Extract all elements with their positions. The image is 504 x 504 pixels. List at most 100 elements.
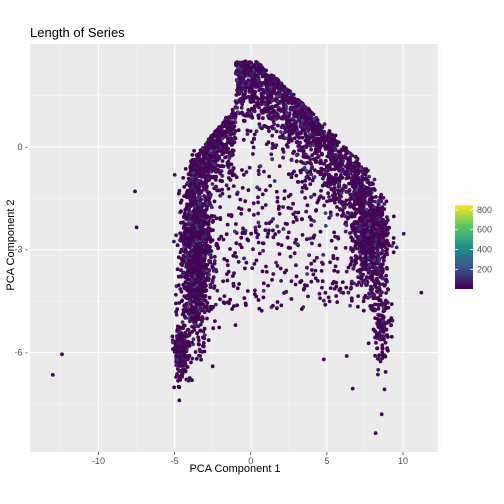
data-point xyxy=(348,202,353,207)
data-point xyxy=(287,137,291,142)
data-point xyxy=(284,143,289,147)
data-point xyxy=(232,124,237,128)
data-point xyxy=(213,140,218,144)
data-point xyxy=(286,130,291,134)
data-point xyxy=(246,113,250,118)
data-point xyxy=(239,235,244,240)
data-point xyxy=(247,208,252,212)
data-point xyxy=(320,129,324,134)
data-point xyxy=(380,238,385,243)
data-point xyxy=(240,186,245,190)
data-point xyxy=(389,302,394,307)
data-point xyxy=(380,343,385,348)
data-point xyxy=(363,222,368,227)
data-point xyxy=(233,136,238,141)
data-point xyxy=(200,183,205,188)
data-point xyxy=(191,337,196,342)
data-point xyxy=(296,99,301,104)
data-point xyxy=(303,138,308,143)
data-point xyxy=(286,140,291,145)
data-point xyxy=(216,127,221,132)
data-point xyxy=(178,335,183,340)
data-point xyxy=(241,80,246,85)
data-point xyxy=(268,74,273,79)
data-point xyxy=(234,78,239,82)
data-point xyxy=(228,131,233,136)
data-point xyxy=(307,112,311,117)
data-point xyxy=(333,264,338,269)
data-point xyxy=(211,326,216,331)
data-point xyxy=(183,314,187,319)
data-point xyxy=(210,182,215,186)
data-point xyxy=(330,144,334,149)
data-point xyxy=(376,306,381,311)
data-point xyxy=(361,257,366,262)
data-point xyxy=(281,135,285,140)
data-point xyxy=(182,323,187,328)
data-point xyxy=(204,263,209,268)
data-point xyxy=(356,220,361,224)
data-point xyxy=(344,285,349,290)
data-point xyxy=(199,357,204,362)
data-point xyxy=(356,175,361,180)
data-point xyxy=(176,283,181,288)
data-point xyxy=(274,129,279,134)
data-point xyxy=(306,125,311,129)
data-point xyxy=(202,333,207,337)
data-point xyxy=(382,258,386,263)
data-point xyxy=(341,203,346,208)
data-point xyxy=(199,301,204,306)
data-point xyxy=(394,245,399,250)
data-point xyxy=(363,211,368,216)
data-point xyxy=(318,144,323,149)
data-point xyxy=(179,332,184,336)
data-point xyxy=(175,357,180,362)
data-point xyxy=(361,308,366,313)
data-point xyxy=(226,122,231,127)
data-point xyxy=(204,184,209,189)
data-point xyxy=(186,310,191,315)
data-point xyxy=(325,165,329,170)
data-point xyxy=(384,291,388,295)
data-point xyxy=(323,302,328,307)
data-point xyxy=(220,179,225,184)
data-point xyxy=(344,269,349,274)
data-point xyxy=(239,75,244,80)
data-point xyxy=(382,255,386,259)
data-point xyxy=(249,231,254,236)
data-point xyxy=(382,207,387,212)
data-point xyxy=(273,76,278,81)
data-point xyxy=(328,176,333,181)
data-point xyxy=(287,133,292,138)
data-point xyxy=(262,169,266,174)
data-point xyxy=(273,104,278,109)
data-point xyxy=(268,111,272,116)
data-point xyxy=(322,203,327,208)
data-point xyxy=(256,77,261,82)
data-point xyxy=(362,198,367,203)
data-point xyxy=(213,177,218,182)
data-point xyxy=(308,169,312,174)
data-point xyxy=(272,122,276,127)
data-point xyxy=(235,62,240,67)
data-point xyxy=(326,295,331,300)
data-point xyxy=(332,279,336,284)
data-point xyxy=(195,273,200,278)
data-point xyxy=(212,199,217,204)
data-point xyxy=(327,173,332,177)
data-point xyxy=(357,192,362,197)
data-point xyxy=(212,267,217,272)
data-point xyxy=(249,114,254,119)
data-point xyxy=(332,230,336,235)
data-point xyxy=(191,200,196,204)
data-point xyxy=(368,236,373,241)
data-point xyxy=(354,261,359,265)
data-point xyxy=(267,99,271,103)
data-point xyxy=(318,172,323,177)
data-point xyxy=(227,156,232,161)
data-point xyxy=(384,199,389,204)
data-point xyxy=(314,208,318,213)
data-point xyxy=(361,250,366,255)
data-point xyxy=(188,197,193,202)
data-point xyxy=(362,295,367,300)
